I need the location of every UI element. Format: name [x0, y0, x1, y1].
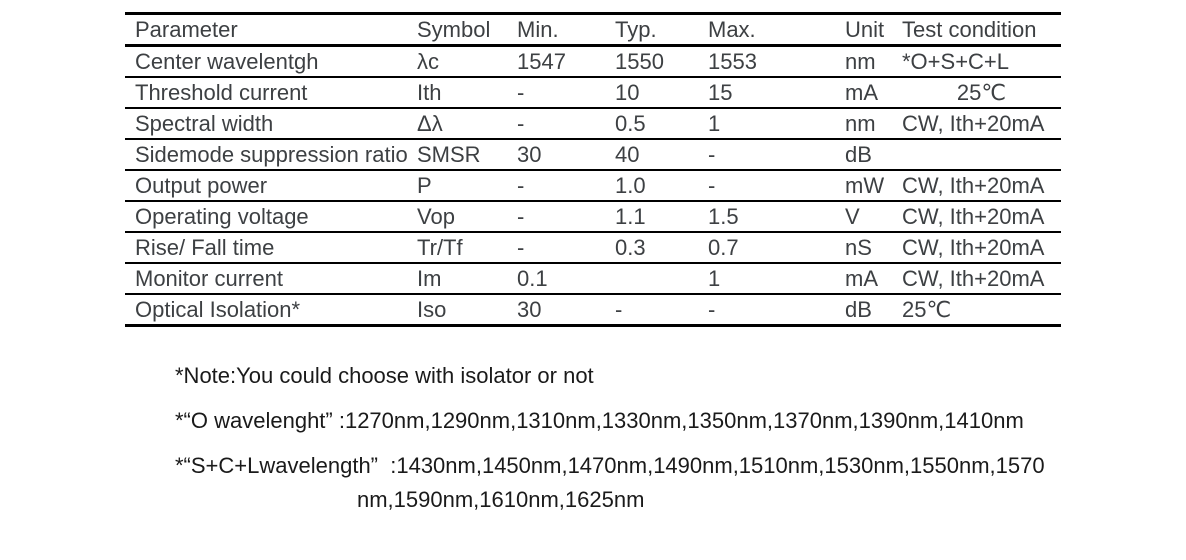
cell-typ: 10 [615, 77, 708, 109]
table-row: Threshold current Ith -10 15 mA 25℃ [125, 77, 1061, 109]
table-row: Sidemode suppression ratio SMSR 30 40- dB [125, 139, 1061, 171]
cell-min: - [517, 170, 615, 202]
spec-table-body: Center wavelentgh λc 1547 1550 1553 nm *O+S+C+… [125, 45, 1061, 327]
table-row: Center wavelentgh λc 1547 1550 1553 nm *O+S+C+… [125, 45, 1061, 78]
cell-symbol: SMSR [417, 139, 517, 171]
cell-unit: dB [845, 294, 902, 327]
cell-test-condition: CW, Ith+20mA [902, 232, 1061, 264]
column-header-test-condition: Test condition [902, 13, 1061, 47]
cell-symbol: Iso [417, 294, 517, 327]
cell-typ: - [615, 294, 708, 327]
note-isolator: *Note:You could choose with isolator or … [175, 363, 594, 388]
cell-parameter: Optical Isolation* [125, 294, 417, 327]
cell-test-condition: *O+S+C+L [902, 45, 1061, 78]
table-row: Spectral width Δλ -0.5 1 nm CW, Ith+20mA [125, 108, 1061, 140]
cell-typ: 1550 [615, 45, 708, 78]
column-header-parameter: Parameter [125, 13, 417, 47]
cell-unit: nm [845, 45, 902, 78]
cell-min: 0.1 [517, 263, 615, 295]
cell-parameter: Operating voltage [125, 201, 417, 233]
cell-test-condition: 25℃ [902, 294, 1061, 327]
note-scl-wavelength-line2: nm,1590nm,1610nm,1625nm [357, 487, 645, 512]
cell-symbol: Vop [417, 201, 517, 233]
cell-max: - [708, 294, 845, 327]
cell-parameter: Monitor current [125, 263, 417, 295]
cell-max: 1 [708, 108, 845, 140]
cell-symbol: λc [417, 45, 517, 78]
table-row: Monitor current Im 0.1 1 mA CW, Ith+20mA [125, 263, 1061, 295]
note-scl-wavelength-line1: *“S+C+Lwavelength” :1430nm,1450nm,1470nm… [175, 453, 1045, 478]
cell-parameter: Center wavelentgh [125, 45, 417, 78]
cell-max: 1 [708, 263, 845, 295]
cell-typ [615, 263, 708, 295]
cell-typ: 0.3 [615, 232, 708, 264]
cell-parameter: Output power [125, 170, 417, 202]
cell-unit: mA [845, 77, 902, 109]
cell-unit: mA [845, 263, 902, 295]
table-row: Operating voltage Vop -1.1 1.5 V CW, Ith+20mA [125, 201, 1061, 233]
notes-section: *Note:You could choose with isolator or … [175, 363, 1045, 532]
note-o-wavelength: *“O wavelenght” :1270nm,1290nm,1310nm,13… [175, 408, 1024, 433]
cell-symbol: Im [417, 263, 517, 295]
cell-unit: nm [845, 108, 902, 140]
column-header-unit: Unit [845, 13, 902, 47]
cell-max: 15 [708, 77, 845, 109]
cell-max: - [708, 139, 845, 171]
cell-test-condition: CW, Ith+20mA [902, 263, 1061, 295]
cell-max: 1.5 [708, 201, 845, 233]
spec-table: Parameter Symbol Min. Typ. Max. Unit Test cond… [125, 12, 1061, 327]
cell-typ: 40 [615, 139, 708, 171]
cell-typ: 0.5 [615, 108, 708, 140]
spec-table-header-row: Parameter Symbol Min. Typ. Max. Unit Test cond… [125, 13, 1061, 47]
cell-unit: V [845, 201, 902, 233]
cell-max: 1553 [708, 45, 845, 78]
cell-test-condition: CW, Ith+20mA [902, 170, 1061, 202]
cell-parameter: Threshold current [125, 77, 417, 109]
cell-test-condition: CW, Ith+20mA [902, 201, 1061, 233]
table-row: Rise/ Fall time Tr/Tf -0.3 0.7 nS CW, Ith+20m… [125, 232, 1061, 264]
column-header-symbol: Symbol [417, 13, 517, 47]
cell-unit: mW [845, 170, 902, 202]
cell-symbol: P [417, 170, 517, 202]
table-row: Output power P -1.0- mW CW, Ith+20mA [125, 170, 1061, 202]
cell-max: - [708, 170, 845, 202]
cell-max: 0.7 [708, 232, 845, 264]
cell-min: 1547 [517, 45, 615, 78]
column-header-typ: Typ. [615, 13, 708, 47]
cell-parameter: Rise/ Fall time [125, 232, 417, 264]
cell-test-condition: 25℃ [902, 77, 1061, 109]
cell-symbol: Δλ [417, 108, 517, 140]
cell-unit: dB [845, 139, 902, 171]
note-scl-wavelength: *“S+C+Lwavelength” :1430nm,1450nm,1470nm… [175, 453, 1045, 513]
cell-symbol: Ith [417, 77, 517, 109]
cell-min: - [517, 232, 615, 264]
table-row: Optical Isolation* Iso 30- - dB 25℃ [125, 294, 1061, 327]
cell-parameter: Sidemode suppression ratio [125, 139, 417, 171]
cell-test-condition [902, 139, 1061, 171]
column-header-min: Min. [517, 13, 615, 47]
cell-min: - [517, 77, 615, 109]
cell-min: 30 [517, 139, 615, 171]
cell-symbol: Tr/Tf [417, 232, 517, 264]
cell-test-condition: CW, Ith+20mA [902, 108, 1061, 140]
cell-min: - [517, 108, 615, 140]
cell-min: - [517, 201, 615, 233]
cell-min: 30 [517, 294, 615, 327]
column-header-max: Max. [708, 13, 845, 47]
cell-typ: 1.1 [615, 201, 708, 233]
cell-parameter: Spectral width [125, 108, 417, 140]
cell-unit: nS [845, 232, 902, 264]
cell-typ: 1.0 [615, 170, 708, 202]
